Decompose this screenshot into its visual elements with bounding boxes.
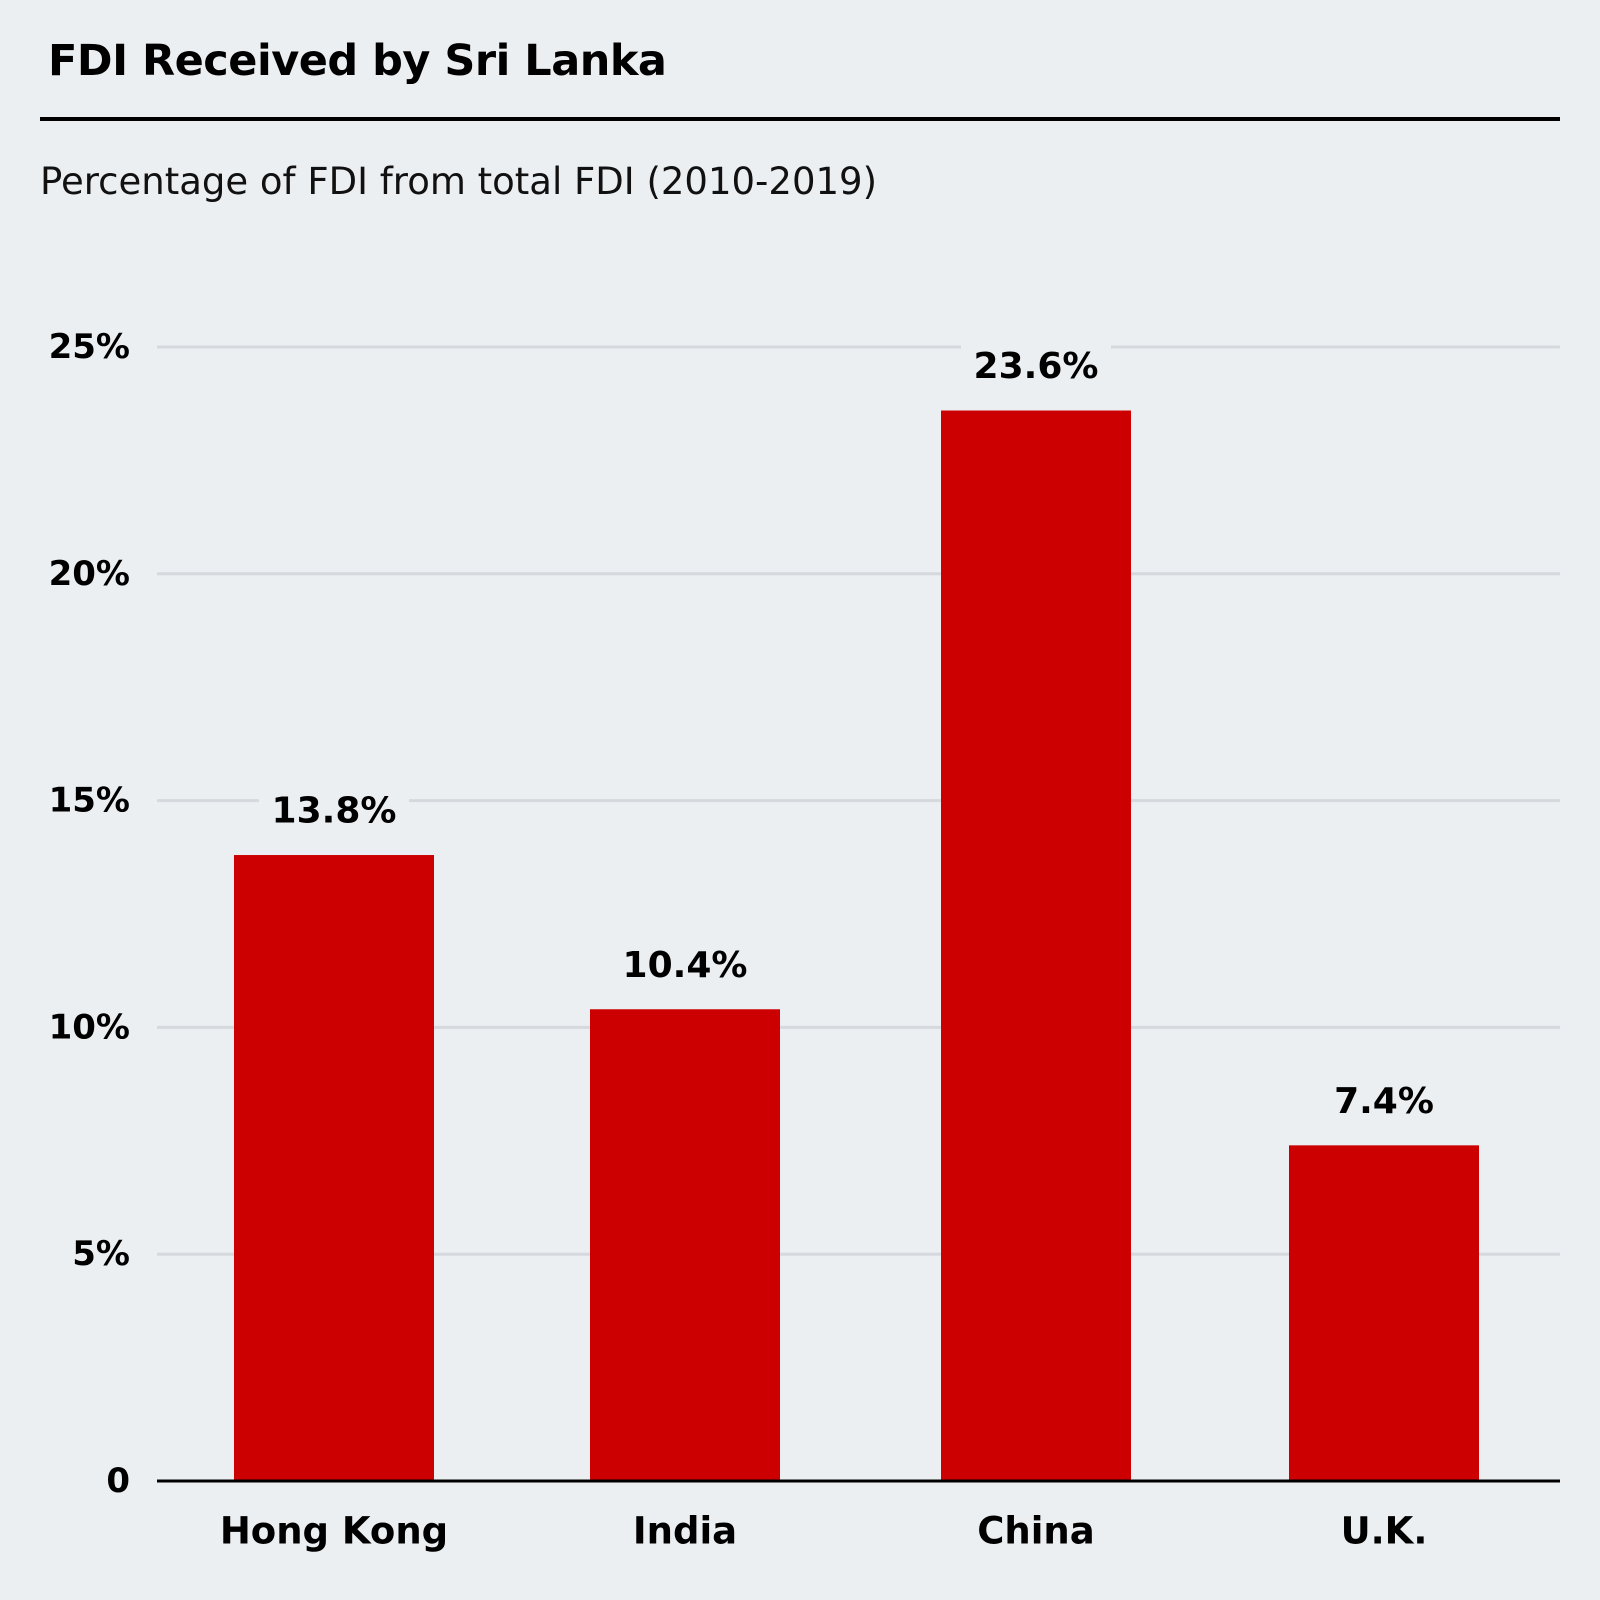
y-tick-label: 25%	[49, 327, 130, 367]
bar	[234, 855, 434, 1481]
data-label-background	[259, 785, 409, 838]
data-label-background	[961, 340, 1111, 393]
data-label: 7.4%	[1334, 1081, 1434, 1122]
title-divider	[40, 117, 1560, 121]
y-tick-label: 10%	[49, 1007, 130, 1047]
data-label: 13.8%	[272, 791, 397, 832]
x-category-label: India	[633, 1510, 737, 1553]
data-label: 23.6%	[974, 346, 1099, 387]
bar	[590, 1009, 780, 1481]
data-label-background	[610, 939, 760, 992]
x-category-label: U.K.	[1341, 1510, 1428, 1553]
bar	[941, 410, 1131, 1481]
y-tick-label: 5%	[72, 1234, 130, 1274]
y-tick-label: 20%	[49, 554, 130, 594]
chart-title: FDI Received by Sri Lanka	[48, 36, 667, 86]
x-category-label: China	[977, 1510, 1095, 1553]
chart-subtitle: Percentage of FDI from total FDI (2010-2…	[40, 160, 877, 203]
y-tick-label: 15%	[49, 781, 130, 821]
x-category-label: Hong Kong	[220, 1510, 448, 1553]
bar	[1289, 1145, 1479, 1481]
data-label-background	[1309, 1075, 1459, 1128]
data-label: 10.4%	[623, 945, 748, 986]
y-tick-label: 0	[106, 1461, 130, 1501]
